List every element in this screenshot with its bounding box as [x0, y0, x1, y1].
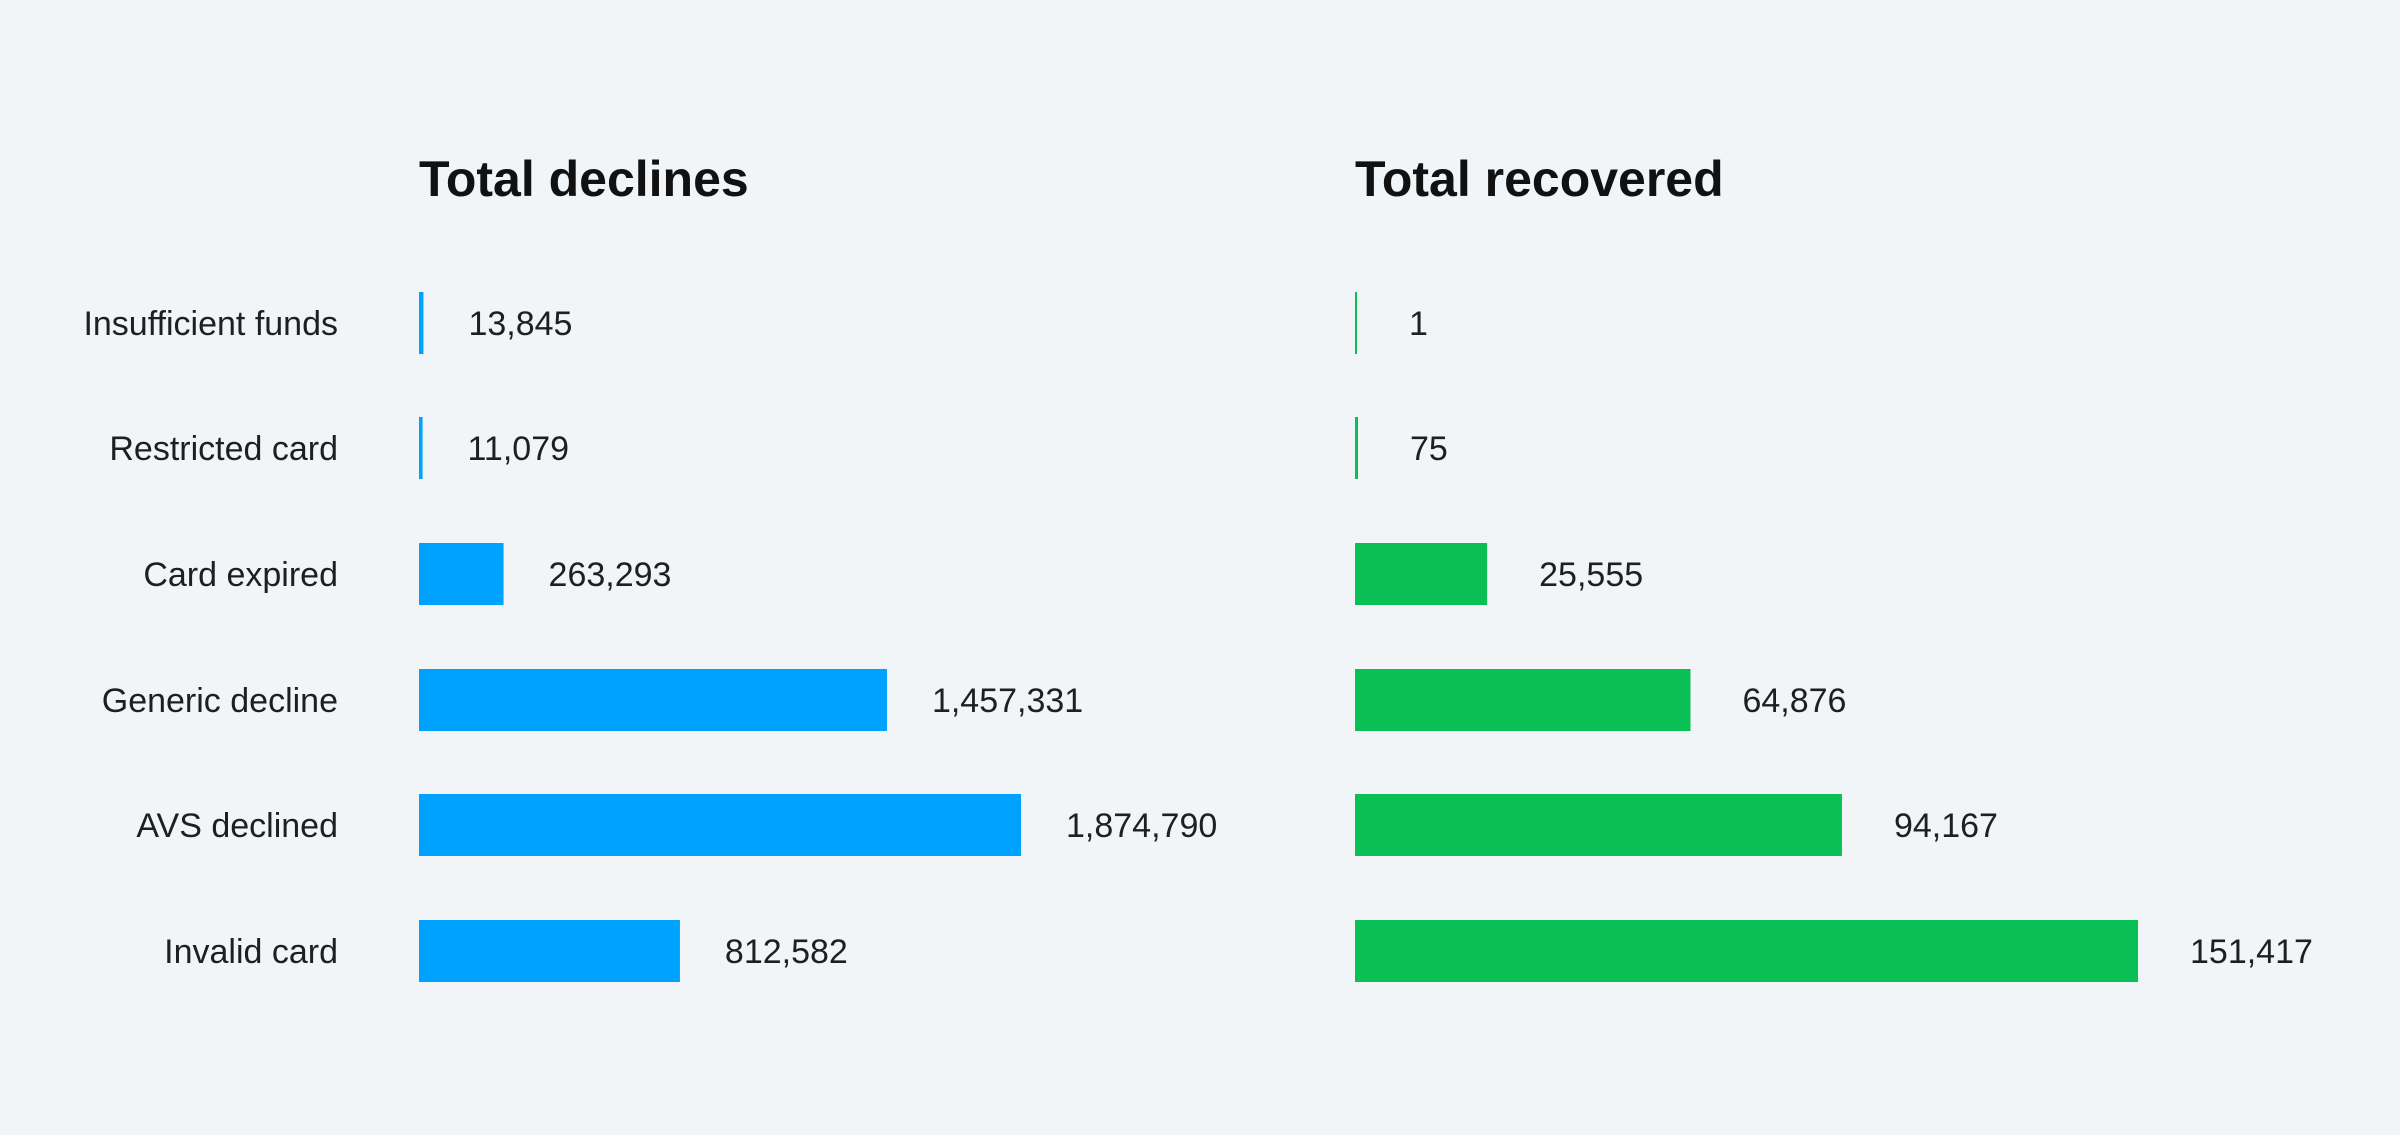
- declines-title: Total declines: [419, 151, 749, 207]
- declines-bar: [419, 417, 423, 479]
- declines-bar: [419, 543, 504, 605]
- recovered-bar: [1355, 292, 1357, 354]
- declines-value-label: 1,874,790: [1066, 807, 1217, 845]
- recovered-value-label: 1: [1409, 305, 1428, 343]
- declines-bar: [419, 920, 680, 982]
- recovered-panel: Total recovered 1 75 25,555 64,876 94,167 151…: [1355, 151, 2313, 982]
- declines-value-label: 263,293: [549, 556, 672, 594]
- category-label: Card expired: [143, 556, 338, 594]
- category-label: Invalid card: [164, 933, 338, 971]
- recovered-value-label: 64,876: [1742, 682, 1846, 720]
- recovered-bar: [1355, 669, 1691, 731]
- declines-value-label: 11,079: [468, 430, 569, 468]
- declines-value-label: 13,845: [468, 305, 572, 343]
- declines-bar: [419, 794, 1021, 856]
- recovered-bar: [1355, 543, 1488, 605]
- recovered-value-label: 151,417: [2190, 933, 2313, 971]
- recovered-title: Total recovered: [1355, 151, 1724, 207]
- declines-bar: [419, 292, 424, 354]
- declines-panel: Total declines 13,845 Insufficient funds 1…: [83, 151, 1217, 982]
- recovered-value-label: 94,167: [1894, 807, 1998, 845]
- declines-value-label: 812,582: [725, 933, 848, 971]
- category-label: Restricted card: [109, 430, 338, 468]
- category-label: AVS declined: [136, 807, 338, 845]
- recovered-bar: [1355, 920, 2138, 982]
- recovered-bar: [1355, 417, 1358, 479]
- declines-bar: [419, 669, 887, 731]
- category-label: Generic decline: [102, 682, 338, 720]
- recovered-value-label: 25,555: [1539, 556, 1643, 594]
- recovered-bar: [1355, 794, 1842, 856]
- recovered-value-label: 75: [1410, 430, 1448, 468]
- category-label: Insufficient funds: [83, 305, 338, 343]
- declines-value-label: 1,457,331: [932, 682, 1083, 720]
